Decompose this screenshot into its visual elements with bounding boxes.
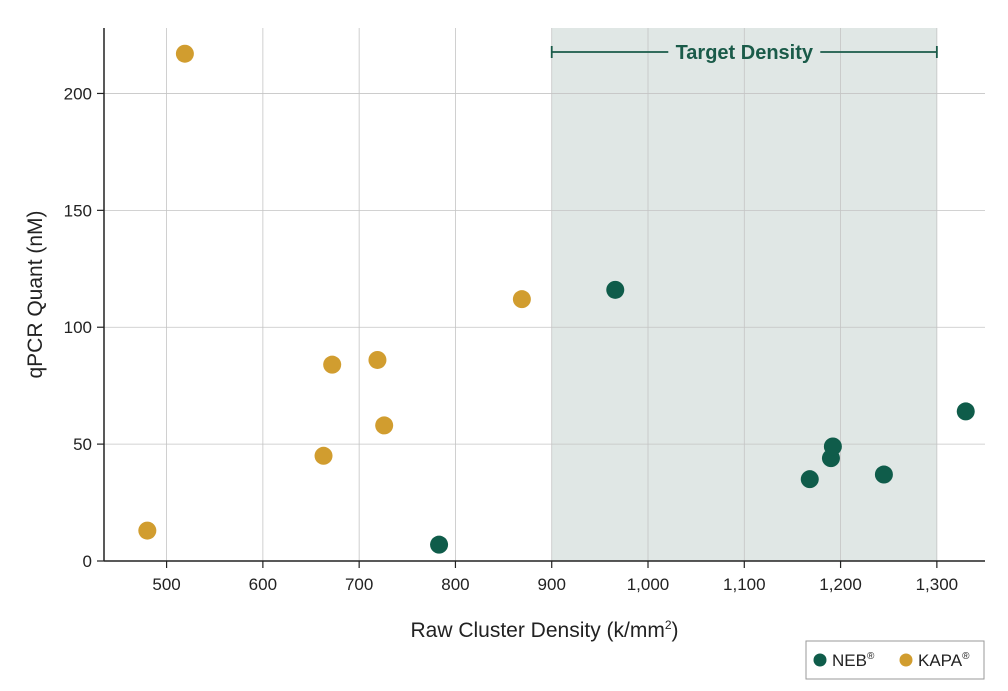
y-axis-title: qPCR Quant (nM) — [24, 210, 47, 378]
x-axis-title-main: Raw Cluster Density (k/mm — [410, 619, 664, 642]
legend-label-kapa: KAPA® — [918, 651, 970, 670]
legend-label-neb-mark: ® — [867, 651, 875, 662]
data-point-neb — [606, 280, 625, 299]
y-tick-labels: 0 50 100 150 200 — [64, 84, 92, 571]
data-point-kapa — [375, 416, 394, 435]
legend-label-kapa-mark: ® — [962, 651, 970, 662]
data-points — [138, 44, 975, 554]
y-tick-label: 150 — [64, 201, 92, 220]
legend-marker-neb — [813, 653, 827, 667]
x-tick-label: 1,200 — [819, 575, 862, 594]
y-tick-label: 0 — [83, 552, 92, 571]
data-point-kapa — [138, 521, 157, 540]
x-tick-label: 600 — [249, 575, 277, 594]
data-point-kapa — [512, 290, 531, 309]
target-density-bracket — [550, 46, 938, 58]
x-axis-title-suffix: ) — [672, 619, 679, 642]
data-point-neb — [874, 465, 893, 484]
x-tick-label: 500 — [152, 575, 180, 594]
legend-marker-kapa — [899, 653, 913, 667]
data-point-kapa — [323, 355, 342, 374]
x-tick-label: 1,300 — [916, 575, 959, 594]
y-tick-label: 200 — [64, 84, 92, 103]
x-axis-title-superscript: 2 — [665, 618, 672, 632]
x-tick-label: 800 — [441, 575, 469, 594]
data-point-kapa — [368, 350, 387, 369]
data-point-neb — [956, 402, 975, 421]
legend-label-kapa-name: KAPA — [918, 651, 963, 670]
y-tick-label: 100 — [64, 318, 92, 337]
data-point-neb — [430, 535, 449, 554]
y-tick-label: 50 — [73, 435, 92, 454]
legend-label-neb-name: NEB — [832, 651, 867, 670]
data-point-neb — [800, 470, 819, 489]
axes — [97, 28, 985, 568]
data-point-kapa — [175, 44, 194, 63]
x-tick-label: 1,100 — [723, 575, 766, 594]
legend-box — [805, 640, 985, 680]
x-axis-title: Raw Cluster Density (k/mm2) — [410, 618, 678, 642]
legend-label-neb: NEB® — [832, 651, 875, 670]
data-point-neb — [823, 437, 842, 456]
x-tick-label: 700 — [345, 575, 373, 594]
data-point-kapa — [314, 446, 333, 465]
x-tick-label: 900 — [538, 575, 566, 594]
legend: NEB® KAPA® — [805, 640, 985, 680]
x-tick-label: 1,000 — [627, 575, 670, 594]
x-tick-labels: 500 600 700 800 900 1,000 1,100 1,200 1,300 — [152, 575, 958, 594]
target-density-label: Target Density — [676, 42, 814, 64]
